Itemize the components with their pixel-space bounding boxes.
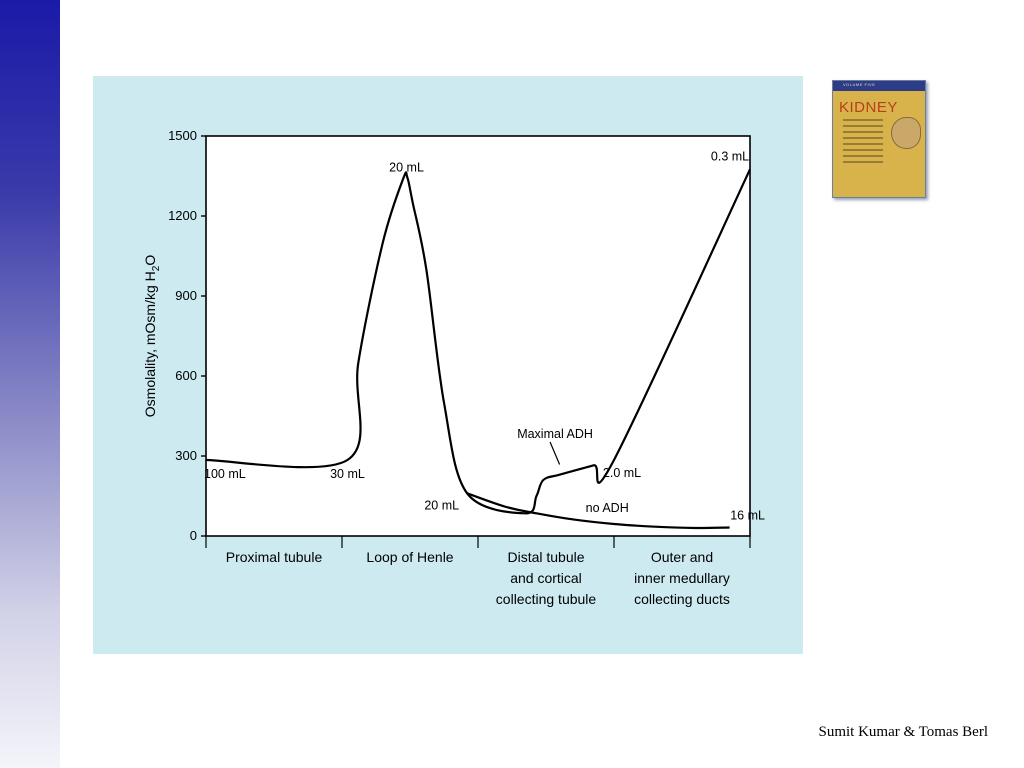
x-segment-label: Outer and <box>651 549 713 565</box>
series-line-maximal-adh <box>205 168 751 515</box>
annotation-label: 100 mL <box>204 467 246 481</box>
x-segment-label: Distal tubule <box>507 549 584 565</box>
y-tick-label: 0 <box>190 528 197 543</box>
x-segment-label: and cortical <box>510 570 582 586</box>
y-tick-label: 1200 <box>168 208 197 223</box>
annotation-label: Maximal ADH <box>517 427 593 441</box>
y-tick-label: 900 <box>175 288 197 303</box>
osmolality-chart: 0 300 600 900 1200 1500 Osmolality, mOsm/kg H2… <box>142 128 765 607</box>
annotation-label: no ADH <box>586 501 629 515</box>
x-segment-label: Loop of Henle <box>366 549 453 565</box>
book-band-text: VOLUME FIVE <box>843 82 876 87</box>
plot-area <box>205 135 751 537</box>
y-tick-label: 1500 <box>168 128 197 143</box>
series-line-no-adh <box>466 492 730 530</box>
x-segment-label: inner medullary <box>634 570 730 586</box>
slide-credit: Sumit Kumar & Tomas Berl <box>818 724 989 740</box>
y-tick-label: 600 <box>175 368 197 383</box>
book-text-lines <box>843 119 883 167</box>
y-tick-label: 300 <box>175 448 197 463</box>
annotation-label: 2.0 mL <box>603 466 641 480</box>
annotation-leader-line <box>549 441 561 465</box>
x-segment-label: collecting ducts <box>634 591 730 607</box>
annotation-label: 30 mL <box>330 467 365 481</box>
x-segment-label: Proximal tubule <box>226 549 323 565</box>
annotation-label: 16 mL <box>730 508 765 522</box>
kidney-illustration-icon <box>891 117 921 149</box>
x-segment-label: collecting tubule <box>496 591 597 607</box>
annotation-label: 20 mL <box>389 160 424 174</box>
annotation-label: 20 mL <box>424 498 459 512</box>
book-title: KIDNEY <box>839 99 898 116</box>
annotation-label: 0.3 mL <box>711 149 749 163</box>
slide-side-bar <box>0 0 60 768</box>
book-band: VOLUME FIVE <box>833 81 925 91</box>
book-cover-icon: VOLUME FIVE KIDNEY <box>832 80 926 198</box>
chart-panel: 0 300 600 900 1200 1500 Osmolality, mOsm/kg H2… <box>93 76 803 654</box>
y-axis-label: Osmolality, mOsm/kg H2O <box>142 255 162 418</box>
